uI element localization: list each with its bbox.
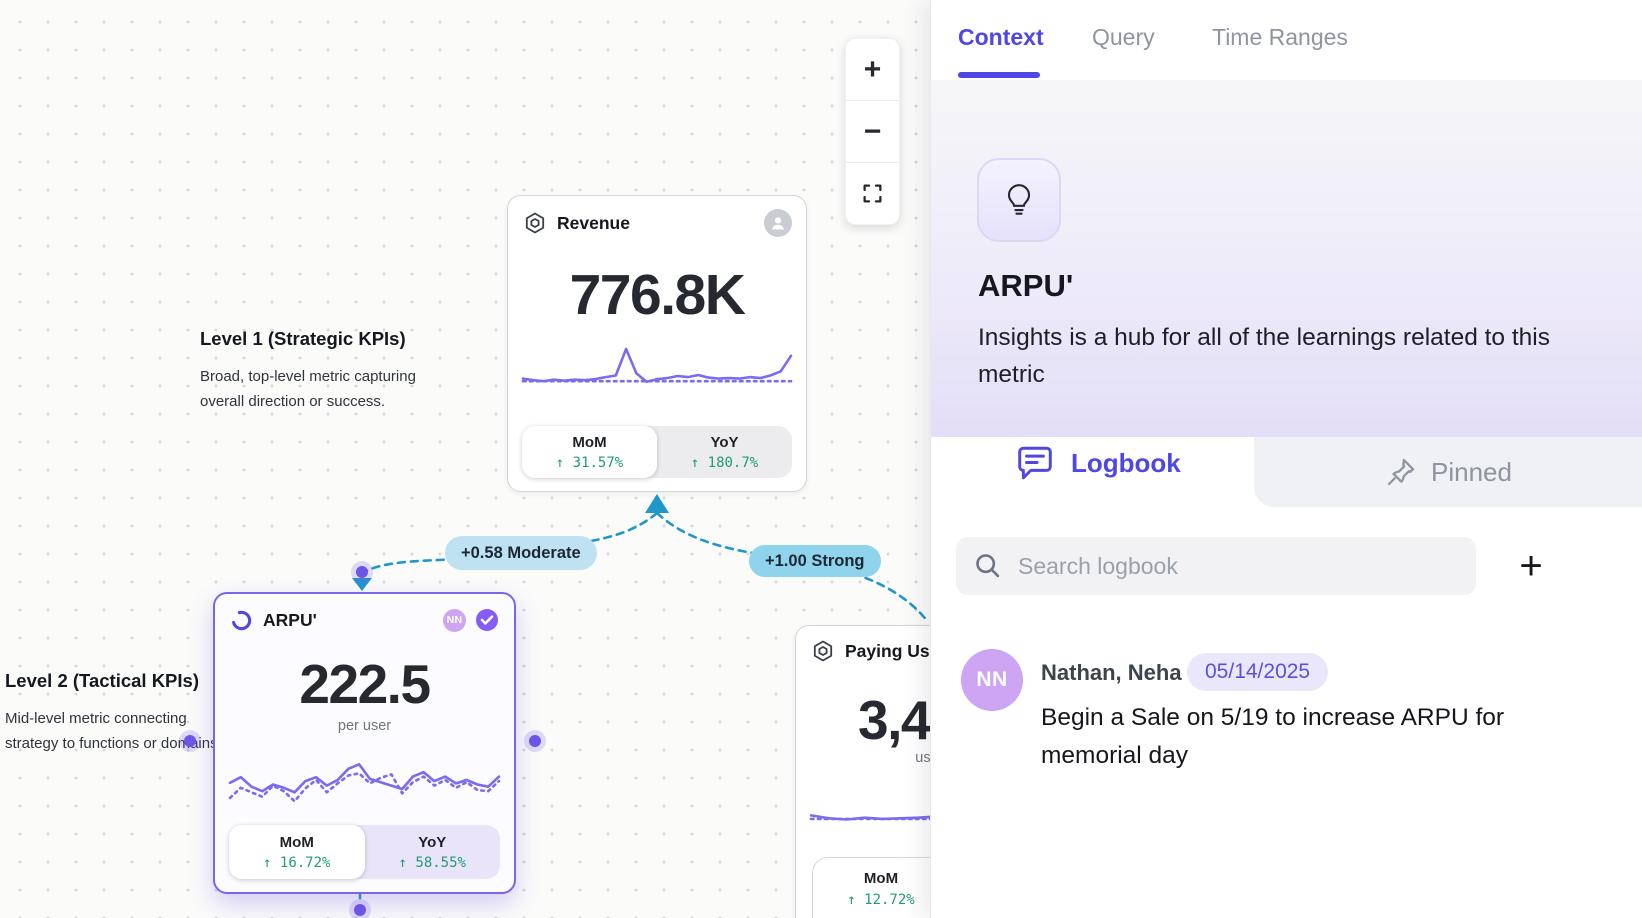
add-logbook-entry-button[interactable]: + bbox=[1519, 543, 1543, 588]
mom-value: ↑ 16.72% bbox=[263, 854, 331, 871]
yoy-value: ↑ 58.55% bbox=[398, 854, 466, 871]
arpu-sparkline bbox=[228, 763, 501, 803]
entry-avatar: NN bbox=[961, 649, 1023, 711]
lightbulb-icon bbox=[1007, 184, 1031, 215]
tab-logbook[interactable]: Logbook bbox=[1016, 445, 1181, 481]
search-input[interactable] bbox=[1016, 551, 1458, 581]
tab-time-ranges[interactable]: Time Ranges bbox=[1212, 24, 1348, 50]
canvas-zoom-toolbar: + − bbox=[845, 38, 900, 225]
arpu-mom-segment[interactable]: MoM ↑ 16.72% bbox=[229, 825, 365, 879]
insight-tile bbox=[977, 158, 1061, 242]
entry-author: Nathan, Neha bbox=[1041, 660, 1182, 685]
zoom-out-button[interactable]: − bbox=[846, 100, 899, 162]
tab-query[interactable]: Query bbox=[1092, 24, 1155, 50]
edge-label-moderate[interactable]: +0.58 Moderate bbox=[445, 536, 597, 570]
edge-label-strong[interactable]: +1.00 Strong bbox=[749, 545, 881, 577]
logbook-label: Logbook bbox=[1071, 447, 1181, 478]
metric-card-arpu[interactable]: ARPU' NN 222.5 per user MoM ↑ 16.72% YoY… bbox=[213, 592, 516, 894]
revenue-sparkline bbox=[521, 347, 793, 384]
level1-annotation: Level 1 (Strategic KPIs) Broad, top-leve… bbox=[200, 328, 455, 415]
hexagon-icon bbox=[525, 212, 545, 234]
arpu-card-title: ARPU' bbox=[263, 609, 317, 630]
revenue-card-title: Revenue bbox=[557, 212, 630, 233]
mom-label: MoM bbox=[572, 433, 607, 451]
revenue-card-header: Revenue bbox=[523, 209, 792, 237]
arrowhead-up-icon bbox=[645, 494, 669, 513]
arpu-yoy-segment[interactable]: YoY ↑ 58.55% bbox=[365, 825, 501, 879]
mom-label: MoM bbox=[279, 833, 314, 851]
revenue-value: 776.8K bbox=[569, 263, 746, 327]
metric-hero-section bbox=[931, 80, 1642, 437]
revenue-yoy-segment[interactable]: YoY ↑ 180.7% bbox=[657, 426, 792, 478]
level1-description: Broad, top-level metric capturing overal… bbox=[200, 368, 416, 410]
entry-text: Begin a Sale on 5/19 to increase ARPU fo… bbox=[1041, 704, 1505, 769]
expand-icon bbox=[863, 184, 882, 203]
connection-handle-left[interactable] bbox=[179, 730, 201, 752]
panel-metric-description: Insights is a hub for all of the learnin… bbox=[978, 324, 1550, 388]
owner-badge: NN bbox=[443, 608, 466, 632]
mom-label: MoM bbox=[863, 870, 899, 887]
yoy-label: YoY bbox=[418, 833, 447, 851]
hexagon-icon bbox=[813, 640, 833, 662]
yoy-value: ↑ 180.7% bbox=[690, 454, 759, 471]
crescent-icon bbox=[231, 610, 252, 630]
mom-value: ↑ 12.72% bbox=[847, 892, 915, 908]
level2-description: Mid-level metric connecting strategy to … bbox=[5, 710, 222, 752]
arpu-period-toggle: MoM ↑ 16.72% YoY ↑ 58.55% bbox=[229, 825, 500, 879]
mom-value: ↑ 31.57% bbox=[555, 454, 624, 471]
search-icon bbox=[976, 554, 1000, 578]
level2-annotation: Level 2 (Tactical KPIs) Mid-level metric… bbox=[5, 670, 230, 757]
context-panel: Context Query Time Ranges ARPU' Insights… bbox=[930, 0, 1642, 918]
revenue-mom-segment[interactable]: MoM ↑ 31.57% bbox=[522, 426, 657, 478]
active-tab-underline bbox=[958, 72, 1040, 78]
yoy-label: YoY bbox=[710, 433, 739, 451]
connection-handle-bottom[interactable] bbox=[349, 899, 371, 918]
arpu-unit: per user bbox=[337, 718, 392, 734]
level2-title: Level 2 (Tactical KPIs) bbox=[5, 670, 199, 691]
connection-handle-top[interactable] bbox=[351, 561, 373, 583]
level1-title: Level 1 (Strategic KPIs) bbox=[200, 328, 406, 349]
zoom-in-button[interactable]: + bbox=[863, 52, 882, 86]
avatar-icon bbox=[764, 209, 792, 237]
arpu-value: 222.5 bbox=[299, 653, 431, 715]
entry-date-badge: 05/14/2025 bbox=[1187, 653, 1329, 691]
pinned-label: Pinned bbox=[1431, 456, 1512, 487]
logbook-icon bbox=[1018, 446, 1052, 480]
tab-context[interactable]: Context bbox=[958, 24, 1044, 50]
arpu-card-header: ARPU' NN bbox=[230, 607, 500, 633]
verified-badge-icon bbox=[476, 609, 498, 631]
fit-view-button[interactable] bbox=[846, 162, 899, 224]
tab-pinned[interactable]: Pinned bbox=[1254, 437, 1642, 507]
revenue-period-toggle: MoM ↑ 31.57% YoY ↑ 180.7% bbox=[522, 426, 792, 478]
pin-icon bbox=[1387, 458, 1415, 486]
metric-card-revenue[interactable]: Revenue 776.8K MoM ↑ 31.57% YoY ↑ 180.7% bbox=[507, 195, 807, 492]
panel-tab-bar: Context Query Time Ranges bbox=[931, 0, 1642, 81]
logbook-search[interactable] bbox=[956, 537, 1476, 595]
connection-handle-right[interactable] bbox=[524, 730, 546, 752]
panel-metric-title: ARPU' bbox=[978, 268, 1074, 303]
